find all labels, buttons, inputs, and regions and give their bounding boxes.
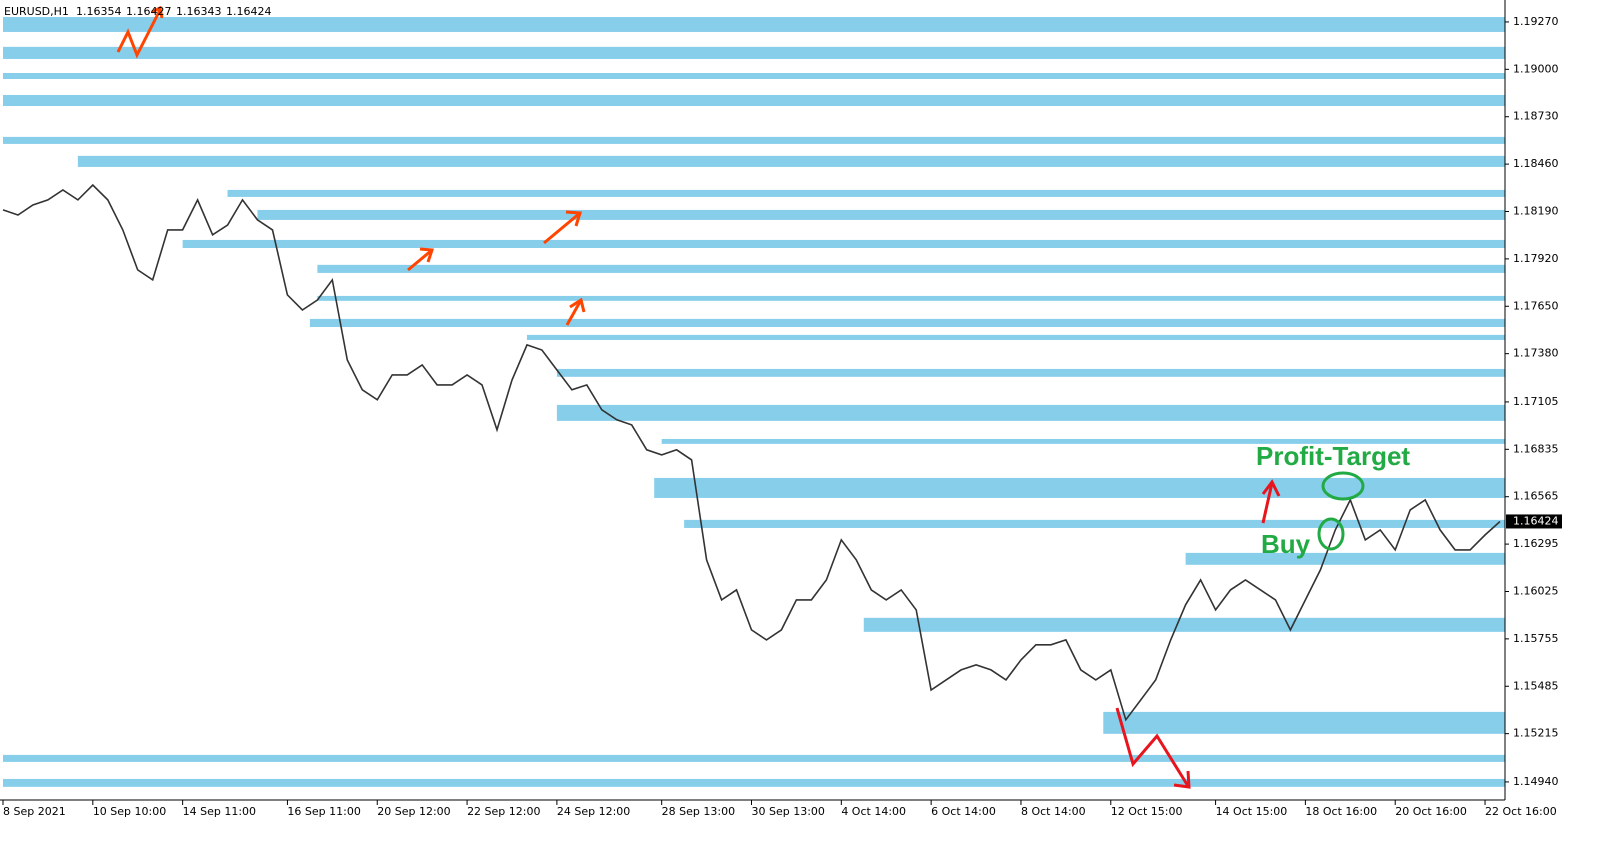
- symbol: EURUSD,H1: [4, 5, 69, 18]
- y-tick-label: 1.17920: [1513, 252, 1559, 265]
- x-tick-label: 18 Oct 16:00: [1305, 805, 1377, 818]
- arrow-head: [565, 210, 582, 227]
- x-tick-label: 12 Oct 15:00: [1111, 805, 1183, 818]
- y-tick-label: 1.19270: [1513, 15, 1559, 28]
- arrow: [543, 211, 581, 245]
- y-tick-label: 1.18730: [1513, 110, 1559, 123]
- y-tick-label: 1.18460: [1513, 157, 1559, 170]
- x-tick-label: 8 Sep 2021: [3, 805, 66, 818]
- x-tick-label: 14 Oct 15:00: [1216, 805, 1288, 818]
- y-tick-label: 1.16295: [1513, 537, 1559, 550]
- zone: [684, 519, 1505, 528]
- y-tick-label: 1.17380: [1513, 347, 1559, 360]
- y-tick-label: 1.14940: [1513, 775, 1559, 788]
- x-tick-label: 20 Sep 12:00: [377, 805, 450, 818]
- arrow-head: [569, 297, 586, 313]
- annotation: Buy: [1261, 529, 1311, 559]
- arrow: [407, 248, 433, 272]
- x-tick-label: 6 Oct 14:00: [931, 805, 996, 818]
- x-tick-label: 30 Sep 13:00: [752, 805, 825, 818]
- target-circle: [1321, 471, 1365, 501]
- zone: [863, 617, 1505, 632]
- arrow-head: [1173, 770, 1191, 789]
- y-tick-label: 1.15485: [1513, 679, 1559, 692]
- x-tick-label: 22 Sep 12:00: [467, 805, 540, 818]
- x-tick-label: 14 Sep 11:00: [183, 805, 256, 818]
- zone: [309, 318, 1505, 327]
- zone: [3, 46, 1505, 59]
- zone: [556, 404, 1505, 421]
- zone: [77, 155, 1506, 167]
- arrow-head: [1261, 479, 1281, 497]
- x-tick-label: 10 Sep 10:00: [93, 805, 166, 818]
- red-arrows: [1115, 479, 1281, 789]
- x-tick-label: 16 Sep 11:00: [287, 805, 360, 818]
- axes: 1.19270 1.19000 1.18730 1.18460 1.18190 1.179…: [2, 15, 1562, 818]
- last-price-box: [1506, 514, 1562, 529]
- y-tick-label: 1.15215: [1513, 727, 1559, 740]
- ohlc-value: 1.16424: [226, 5, 272, 18]
- price-line: [2, 183, 1501, 722]
- zone: [3, 136, 1505, 144]
- y-tick-label: 1.15755: [1513, 632, 1559, 645]
- zone: [3, 94, 1505, 107]
- zone: [3, 754, 1505, 762]
- buy-circle: [1317, 517, 1345, 551]
- x-tick-label: 22 Oct 16:00: [1485, 805, 1557, 818]
- price-layer: [2, 183, 1501, 722]
- zone: [556, 368, 1505, 377]
- y-tick-label: 1.18190: [1513, 204, 1559, 217]
- zone: [317, 295, 1505, 301]
- arrow: [565, 299, 583, 326]
- arrow: [116, 9, 162, 59]
- last-price-label: 1.16424: [1513, 514, 1559, 527]
- zone: [257, 209, 1505, 220]
- y-tick-label: 1.16835: [1513, 442, 1559, 455]
- zone: [227, 189, 1505, 197]
- arrow-head: [151, 5, 164, 19]
- x-tick-label: 20 Oct 16:00: [1395, 805, 1467, 818]
- x-tick-label: 8 Oct 14:00: [1021, 805, 1086, 818]
- y-tick-label: 1.16025: [1513, 584, 1559, 597]
- zone: [3, 73, 1505, 79]
- zones: [3, 17, 1506, 787]
- x-tick-label: 4 Oct 14:00: [841, 805, 906, 818]
- zone: [1103, 711, 1505, 734]
- zone: [654, 477, 1505, 498]
- zone: [3, 17, 1505, 32]
- x-tick-label: 28 Sep 13:00: [662, 805, 735, 818]
- ohlc-value: 1.16343: [176, 5, 222, 18]
- zone: [182, 239, 1505, 249]
- y-tick-label: 1.16565: [1513, 490, 1559, 503]
- zone: [661, 438, 1505, 444]
- arrow-head: [419, 247, 435, 263]
- zone: [3, 778, 1505, 787]
- zone: [317, 264, 1505, 273]
- y-tick-label: 1.17650: [1513, 299, 1559, 312]
- zone: [526, 334, 1505, 340]
- arrows: [116, 5, 586, 326]
- ohlc-value: 1.16427: [126, 5, 172, 18]
- arrow: [1115, 707, 1190, 787]
- y-tick-label: 1.17105: [1513, 395, 1559, 408]
- y-tick-label: 1.19000: [1513, 62, 1559, 75]
- zone: [1185, 552, 1505, 565]
- x-tick-label: 24 Sep 12:00: [557, 805, 630, 818]
- ohlc-value: 1.16354: [76, 5, 122, 18]
- arrow: [1261, 482, 1274, 524]
- annotation: Profit-Target: [1256, 441, 1410, 471]
